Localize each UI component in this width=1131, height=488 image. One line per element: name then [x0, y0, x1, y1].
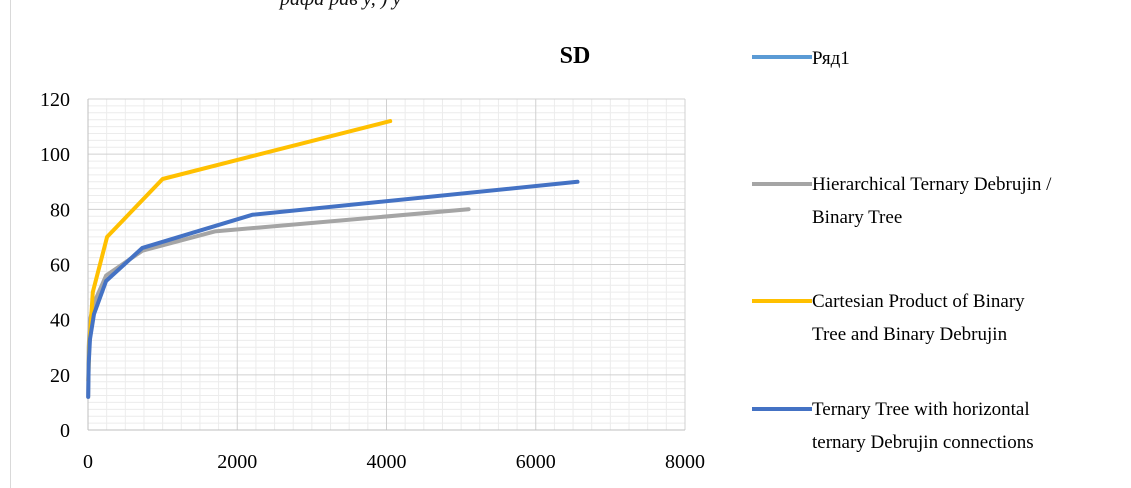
y-tick-label: 100 — [40, 144, 70, 166]
series-line-4 — [86, 179, 580, 399]
x-tick-label: 8000 — [665, 451, 705, 473]
y-tick-label: 0 — [60, 420, 70, 442]
y-tick-label: 20 — [50, 365, 70, 387]
x-tick-label: 2000 — [217, 451, 257, 473]
x-tick-label: 6000 — [516, 451, 556, 473]
y-tick-label: 80 — [50, 199, 70, 221]
x-tick-label: 0 — [83, 451, 93, 473]
y-tick-label: 60 — [50, 255, 70, 277]
y-tick-labels: 0 20 40 60 80 100 120 — [40, 89, 70, 442]
gridlines — [87, 98, 686, 431]
legend: Ряд1 Hierarchical Ternary Debrujin / Binar… — [752, 48, 1052, 453]
chart-title: SD — [560, 43, 591, 69]
legend-label-2: Hierarchical Ternary Debrujin / Binary Tr… — [812, 174, 1052, 228]
series-lines — [86, 119, 580, 399]
x-tick-label: 4000 — [367, 451, 407, 473]
y-tick-label: 120 — [40, 89, 70, 111]
legend-label-4: Ternary Tree with horizontal ternary Debr… — [812, 399, 1034, 453]
x-tick-labels: 0 2000 4000 6000 8000 — [83, 451, 705, 473]
page-text-fragment: рафа рав у, ) у — [0, 0, 1131, 14]
chart-border — [10, 0, 11, 488]
y-tick-label: 40 — [50, 310, 70, 332]
legend-label-1: Ряд1 — [812, 48, 850, 69]
legend-label-3: Cartesian Product of Binary Tree and Bina… — [812, 291, 1025, 345]
series-line-2 — [86, 207, 471, 399]
